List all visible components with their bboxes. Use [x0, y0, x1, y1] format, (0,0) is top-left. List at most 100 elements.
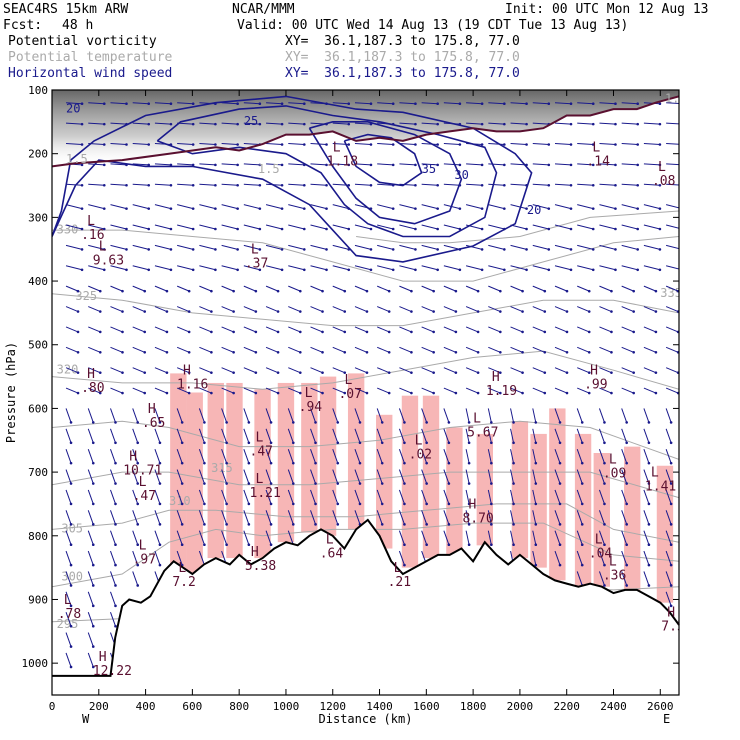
wind-vector	[532, 530, 538, 546]
wind-vector	[443, 285, 458, 293]
wind-vector-head	[254, 310, 258, 313]
wind-vector-shaft	[221, 489, 228, 505]
wind-vector-shaft	[65, 469, 72, 484]
wind-vector-shaft	[665, 326, 679, 333]
wind-vector-head	[610, 310, 613, 313]
extremum-letter: L	[139, 475, 147, 490]
wind-vector-shaft	[576, 469, 583, 484]
wind-vector	[465, 449, 471, 465]
wind-vector	[554, 183, 573, 187]
wind-vector-shaft	[488, 346, 501, 353]
wind-vector-shaft	[421, 428, 428, 443]
extremum-annotation: L.09	[603, 453, 626, 482]
wind-vector-shaft	[110, 183, 127, 186]
wind-vector	[510, 265, 528, 272]
wind-vector-shaft	[221, 387, 234, 394]
wind-vector-head	[565, 391, 569, 395]
wind-vector	[377, 367, 391, 374]
wind-vector	[243, 102, 262, 106]
wind-vector-shaft	[154, 346, 168, 353]
wind-vector-head	[369, 102, 373, 106]
wind-vector	[598, 449, 606, 465]
extremum-value: .64	[320, 546, 344, 561]
wind-vector-head	[365, 330, 369, 334]
wind-vector-head	[490, 523, 493, 526]
wind-vector-head	[534, 502, 538, 506]
wind-vector-shaft	[110, 550, 116, 566]
wind-vector-shaft	[354, 142, 372, 145]
wind-vector	[510, 367, 524, 374]
wind-vector-head	[681, 207, 684, 210]
wind-vector	[377, 326, 391, 334]
wind-vector-head	[580, 461, 584, 465]
wind-vector	[66, 142, 84, 146]
wind-vector-shaft	[354, 346, 368, 353]
wind-vector	[576, 469, 584, 485]
wind-vector-head	[636, 102, 639, 106]
wind-vector	[198, 469, 206, 485]
wind-vector-shaft	[265, 306, 279, 312]
wind-vector	[421, 265, 439, 272]
wind-vector	[332, 306, 347, 313]
wind-vector-head	[136, 543, 140, 546]
wind-vector-head	[654, 289, 658, 293]
wind-vector-head	[480, 122, 484, 126]
wind-vector	[65, 204, 84, 210]
wind-vector-head	[114, 421, 117, 424]
y-tick-label: 800	[28, 530, 48, 543]
wind-vector	[265, 204, 284, 210]
wind-vector-shaft	[354, 183, 372, 186]
wind-vector	[154, 408, 162, 424]
wind-vector-head	[512, 421, 515, 424]
wind-vector-shaft	[643, 367, 657, 374]
wind-vector-shaft	[87, 530, 94, 545]
wind-vector	[332, 510, 340, 526]
wind-vector-head	[325, 227, 328, 231]
wind-vector-shaft	[598, 469, 605, 484]
extremum-annotation: H12.22	[93, 650, 132, 679]
wind-vector-shaft	[598, 449, 605, 464]
wind-vector-shaft	[377, 326, 390, 333]
wind-vector-shaft	[621, 163, 638, 166]
wind-vector-head	[525, 102, 528, 106]
wind-vector-shaft	[198, 530, 205, 545]
wind-vector-head	[158, 482, 162, 485]
wind-vector-shaft	[554, 367, 568, 374]
wind-vector-shaft	[488, 265, 505, 271]
wind-vector	[310, 346, 324, 354]
wind-vector-shaft	[332, 408, 339, 423]
wind-vector	[176, 530, 184, 546]
wind-vector	[177, 102, 195, 106]
wind-vector-shaft	[532, 428, 537, 443]
wind-vector	[243, 387, 258, 395]
wind-vector	[421, 102, 439, 106]
wind-vector-shaft	[398, 469, 405, 484]
wind-vector	[332, 204, 351, 210]
wind-vector-head	[121, 289, 124, 293]
wind-vector-shaft	[332, 183, 349, 186]
wind-vector-head	[580, 502, 584, 506]
wind-vector	[354, 265, 373, 272]
wind-vector-shaft	[332, 163, 349, 166]
wind-vector	[88, 122, 106, 126]
wind-vector-shaft	[666, 224, 679, 229]
wind-vector	[199, 326, 213, 334]
wind-vector	[65, 265, 84, 272]
wind-vector-shaft	[176, 550, 183, 566]
wind-vector-head	[380, 482, 384, 485]
extremum-letter: L	[609, 453, 617, 468]
wind-vector-head	[636, 268, 639, 272]
wind-vector	[599, 346, 613, 354]
wind-vector	[643, 489, 651, 506]
wind-vector-head	[147, 183, 151, 187]
wind-vector	[399, 183, 417, 187]
wind-vector-shaft	[421, 306, 434, 312]
wind-vector	[288, 122, 306, 126]
wind-vector-head	[387, 371, 391, 374]
wind-vector	[665, 530, 673, 546]
wind-vector-head	[512, 441, 515, 445]
wind-vector-shaft	[532, 449, 537, 464]
wind-vector-head	[121, 310, 124, 313]
wind-vector-head	[480, 207, 484, 210]
extremum-annotation: H.65	[142, 402, 165, 431]
